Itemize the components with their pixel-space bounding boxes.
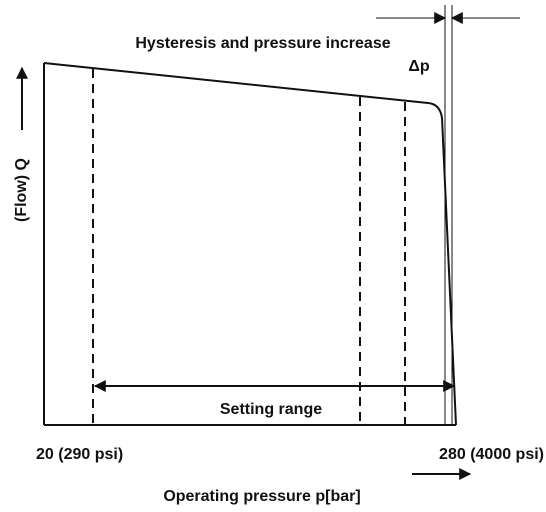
annotation: Hysteresis and pressure increase	[135, 35, 390, 52]
x-max-label: 280 (4000 psi)	[439, 446, 544, 463]
x-axis-label: Operating pressure p[bar]	[163, 488, 360, 505]
delta-label: Δp	[408, 58, 430, 75]
y-axis-label: (Flow) Q	[13, 158, 30, 222]
characteristic-curve	[43, 62, 457, 426]
x-min-label: 20 (290 psi)	[36, 446, 123, 463]
range-label: Setting range	[220, 401, 322, 418]
